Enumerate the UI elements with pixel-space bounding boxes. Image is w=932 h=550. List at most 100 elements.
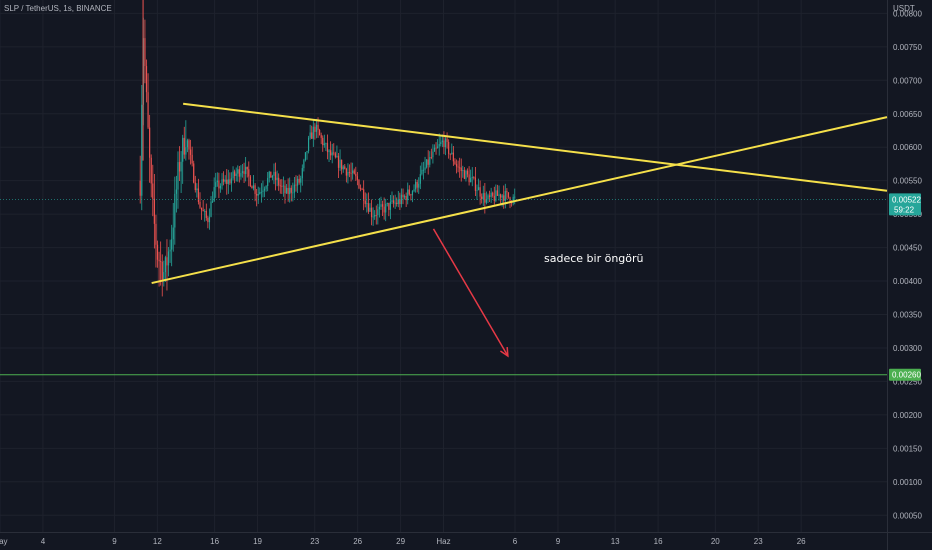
candle-body bbox=[347, 171, 349, 176]
currency-label: USDT bbox=[893, 4, 915, 13]
candle-body bbox=[306, 151, 308, 153]
y-tick-label: 0.00250 bbox=[893, 377, 922, 386]
candle-body bbox=[156, 244, 159, 260]
candle-body bbox=[285, 187, 288, 194]
chart-title: SLP / TetherUS, 1s, BINANCE bbox=[4, 4, 112, 13]
x-tick-label: 6 bbox=[513, 537, 518, 546]
candle-body bbox=[219, 185, 222, 189]
candle-body bbox=[315, 124, 318, 132]
candle-body bbox=[183, 137, 185, 155]
candle-body bbox=[408, 189, 410, 195]
candle-body bbox=[314, 126, 316, 132]
candle-body bbox=[352, 170, 354, 174]
candle-body bbox=[273, 171, 275, 176]
candle-body bbox=[386, 203, 388, 204]
y-tick-label: 0.00350 bbox=[893, 311, 922, 320]
candle-body bbox=[152, 183, 154, 199]
candle-body bbox=[281, 185, 283, 187]
x-tick-label: 13 bbox=[611, 537, 620, 546]
candle-body bbox=[158, 259, 160, 262]
candle-body bbox=[171, 239, 173, 250]
annotation-text[interactable]: sadece bir öngörü bbox=[544, 252, 644, 265]
candle-body bbox=[238, 169, 240, 177]
candle-body bbox=[444, 138, 447, 148]
candle-body bbox=[339, 159, 341, 168]
candle-body bbox=[243, 171, 245, 175]
x-tick-label: 4 bbox=[41, 537, 46, 546]
candle-body bbox=[139, 180, 141, 196]
candle-body bbox=[392, 200, 395, 204]
x-tick-label: Haz bbox=[436, 537, 450, 546]
candle-body bbox=[369, 207, 371, 212]
candle-body bbox=[182, 137, 184, 162]
candle-body bbox=[185, 147, 187, 155]
candle-body bbox=[196, 188, 198, 191]
candle-body bbox=[413, 189, 415, 192]
candle-body bbox=[235, 173, 237, 176]
candle-body bbox=[207, 217, 209, 223]
upper-trendline[interactable] bbox=[182, 102, 888, 192]
candle-body bbox=[202, 209, 204, 212]
candle-body bbox=[226, 179, 228, 184]
candle-body bbox=[403, 196, 406, 198]
candle-body bbox=[496, 190, 499, 196]
candle-body bbox=[385, 203, 387, 213]
x-tick-label: 23 bbox=[310, 537, 319, 546]
candle-body bbox=[356, 176, 358, 180]
candle-body bbox=[432, 151, 434, 158]
candle-body bbox=[355, 173, 357, 177]
candle-body bbox=[411, 191, 414, 196]
candle-body bbox=[501, 195, 503, 198]
candle-body bbox=[227, 179, 229, 184]
y-tick-label: 0.00100 bbox=[893, 478, 922, 487]
candle-body bbox=[229, 179, 231, 184]
candle-body bbox=[322, 137, 324, 146]
candle-body bbox=[359, 188, 362, 190]
x-tick-label: May bbox=[0, 537, 8, 546]
candle-body bbox=[460, 167, 462, 171]
lower-trendline[interactable] bbox=[151, 116, 888, 285]
x-tick-label: 26 bbox=[797, 537, 806, 546]
candle-body bbox=[213, 187, 215, 202]
candle-body bbox=[481, 196, 483, 200]
candle-body bbox=[435, 147, 437, 149]
candle-body bbox=[341, 159, 343, 170]
candle-body bbox=[389, 201, 392, 210]
candle-body bbox=[208, 216, 211, 223]
candle-body bbox=[477, 187, 480, 191]
candle-body bbox=[498, 194, 500, 196]
candle-body bbox=[234, 171, 236, 176]
candle-body bbox=[466, 170, 469, 175]
candle-body bbox=[147, 92, 149, 128]
candle-body bbox=[410, 194, 412, 196]
candle-body bbox=[482, 193, 484, 200]
candle-body bbox=[304, 152, 307, 161]
y-tick-label: 0.00650 bbox=[893, 110, 922, 119]
candle-body bbox=[367, 203, 369, 212]
candle-body bbox=[479, 187, 481, 197]
y-tick-label: 0.00050 bbox=[893, 511, 922, 520]
candle-body bbox=[476, 190, 478, 191]
down-arrow-line[interactable] bbox=[432, 228, 509, 357]
candle-body bbox=[160, 261, 162, 263]
x-tick-label: 16 bbox=[654, 537, 663, 546]
candle-body bbox=[399, 199, 401, 205]
candle-body bbox=[484, 193, 486, 203]
candle-body bbox=[155, 223, 157, 245]
candle-body bbox=[259, 192, 261, 194]
candle-body bbox=[270, 171, 272, 178]
candle-body bbox=[262, 190, 264, 192]
candle-body bbox=[452, 152, 454, 162]
candle-body bbox=[441, 140, 443, 143]
candle-body bbox=[437, 146, 439, 149]
candle-body bbox=[443, 140, 445, 148]
candle-body bbox=[372, 216, 374, 218]
candle-body bbox=[400, 194, 403, 205]
candle-body bbox=[252, 185, 255, 189]
current-price-value: 0.00522 bbox=[892, 195, 921, 204]
candle-body bbox=[292, 192, 294, 194]
candle-body bbox=[463, 170, 465, 179]
candle-body bbox=[141, 104, 143, 196]
candle-body bbox=[271, 175, 273, 178]
